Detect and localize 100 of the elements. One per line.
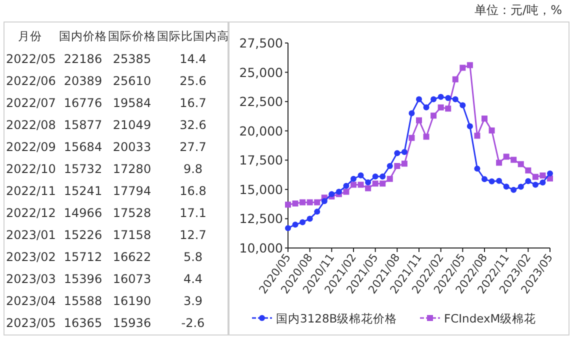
point [394, 163, 400, 169]
category-label: 2022/09 [6, 140, 56, 154]
point [510, 186, 517, 193]
point [292, 222, 298, 228]
point [525, 178, 532, 184]
point [460, 64, 466, 71]
data-label: 20389 [64, 74, 102, 88]
data-label: 16190 [112, 294, 152, 308]
point [350, 182, 356, 188]
point [408, 134, 415, 141]
point [285, 202, 291, 208]
data-label: 19584 [112, 96, 152, 110]
category-label: 2022/08 [6, 118, 56, 132]
point [482, 176, 488, 182]
point [503, 154, 510, 160]
point [416, 117, 422, 124]
point [503, 184, 510, 190]
point [321, 198, 328, 204]
data-label: 32.6 [180, 118, 206, 132]
point [306, 216, 313, 222]
data-label: 22186 [64, 52, 102, 66]
point [518, 161, 524, 168]
point [532, 182, 538, 188]
category-label: 2023/01 [6, 228, 56, 242]
legend-label: 国内3128B级棉花价格 [276, 312, 398, 326]
point [300, 219, 306, 226]
point [358, 172, 364, 178]
category-label: 2023/03 [6, 272, 56, 286]
category-label: 2022/11 [6, 184, 56, 198]
data-label: 15241 [64, 184, 102, 198]
data-label: 17280 [112, 162, 152, 176]
data-label: 27.7 [180, 140, 206, 154]
point [525, 167, 532, 174]
data-label: 12.7 [180, 228, 206, 242]
point [474, 166, 480, 172]
point [488, 127, 495, 134]
point [452, 76, 458, 82]
point [547, 170, 553, 176]
point [365, 179, 372, 186]
category-label: 2022/05 [6, 52, 56, 66]
legend-label: FCIndexM级棉花 [444, 312, 536, 326]
point [314, 208, 320, 215]
text: 月份 [18, 29, 42, 43]
data-label: 15877 [64, 118, 102, 132]
data-label: 14.4 [180, 52, 206, 66]
data-label: 16.8 [180, 184, 206, 198]
data-label: 25.6 [180, 74, 206, 88]
point [510, 156, 517, 163]
point [300, 199, 306, 206]
category-label: 2023/05 [6, 316, 56, 330]
point [380, 180, 386, 187]
data-label: 15684 [64, 140, 102, 154]
y-tick-label: 22,500 [239, 94, 284, 110]
y-tick-label: 12,500 [239, 211, 284, 226]
point [540, 172, 546, 178]
point [343, 182, 350, 189]
point [408, 110, 415, 116]
point [482, 116, 488, 122]
point [496, 160, 502, 166]
point [496, 178, 502, 184]
point [285, 225, 291, 232]
data-label: 17794 [112, 184, 152, 198]
data-label: 3.9 [183, 294, 203, 308]
category-label: 2022/06 [6, 74, 56, 88]
text: 国内价格 [59, 29, 107, 43]
data-label: 16073 [112, 272, 152, 286]
y-tick-label: 27,500 [239, 36, 284, 50]
data-label: 5.8 [183, 250, 203, 264]
point [438, 104, 444, 110]
point [372, 180, 378, 187]
data-label: 15712 [64, 250, 102, 264]
category-label: 2022/07 [6, 96, 56, 110]
data-label: 15226 [64, 228, 102, 242]
point [358, 182, 364, 188]
data-label: 9.8 [183, 162, 203, 176]
data-label: 21049 [112, 118, 152, 132]
point [343, 188, 350, 195]
point [380, 174, 386, 180]
y-tick-label: 10,000 [239, 240, 284, 256]
point [386, 176, 393, 182]
point [386, 163, 393, 169]
point [452, 96, 458, 102]
point [314, 199, 320, 206]
point [401, 160, 408, 167]
point [532, 174, 538, 180]
data-label: 17528 [112, 206, 152, 220]
point [466, 123, 473, 130]
data-label: 25385 [112, 52, 152, 66]
point [401, 148, 408, 155]
data-label: 17.1 [180, 206, 206, 220]
point [394, 150, 400, 156]
y-tick-label: 25,000 [239, 64, 284, 80]
point [423, 104, 430, 110]
point [466, 62, 473, 68]
data-label: 16622 [112, 250, 152, 264]
data-label: 16776 [64, 96, 102, 110]
point [372, 174, 378, 180]
category-label: 2022/12 [6, 206, 56, 220]
point [460, 102, 466, 108]
point [336, 188, 342, 195]
